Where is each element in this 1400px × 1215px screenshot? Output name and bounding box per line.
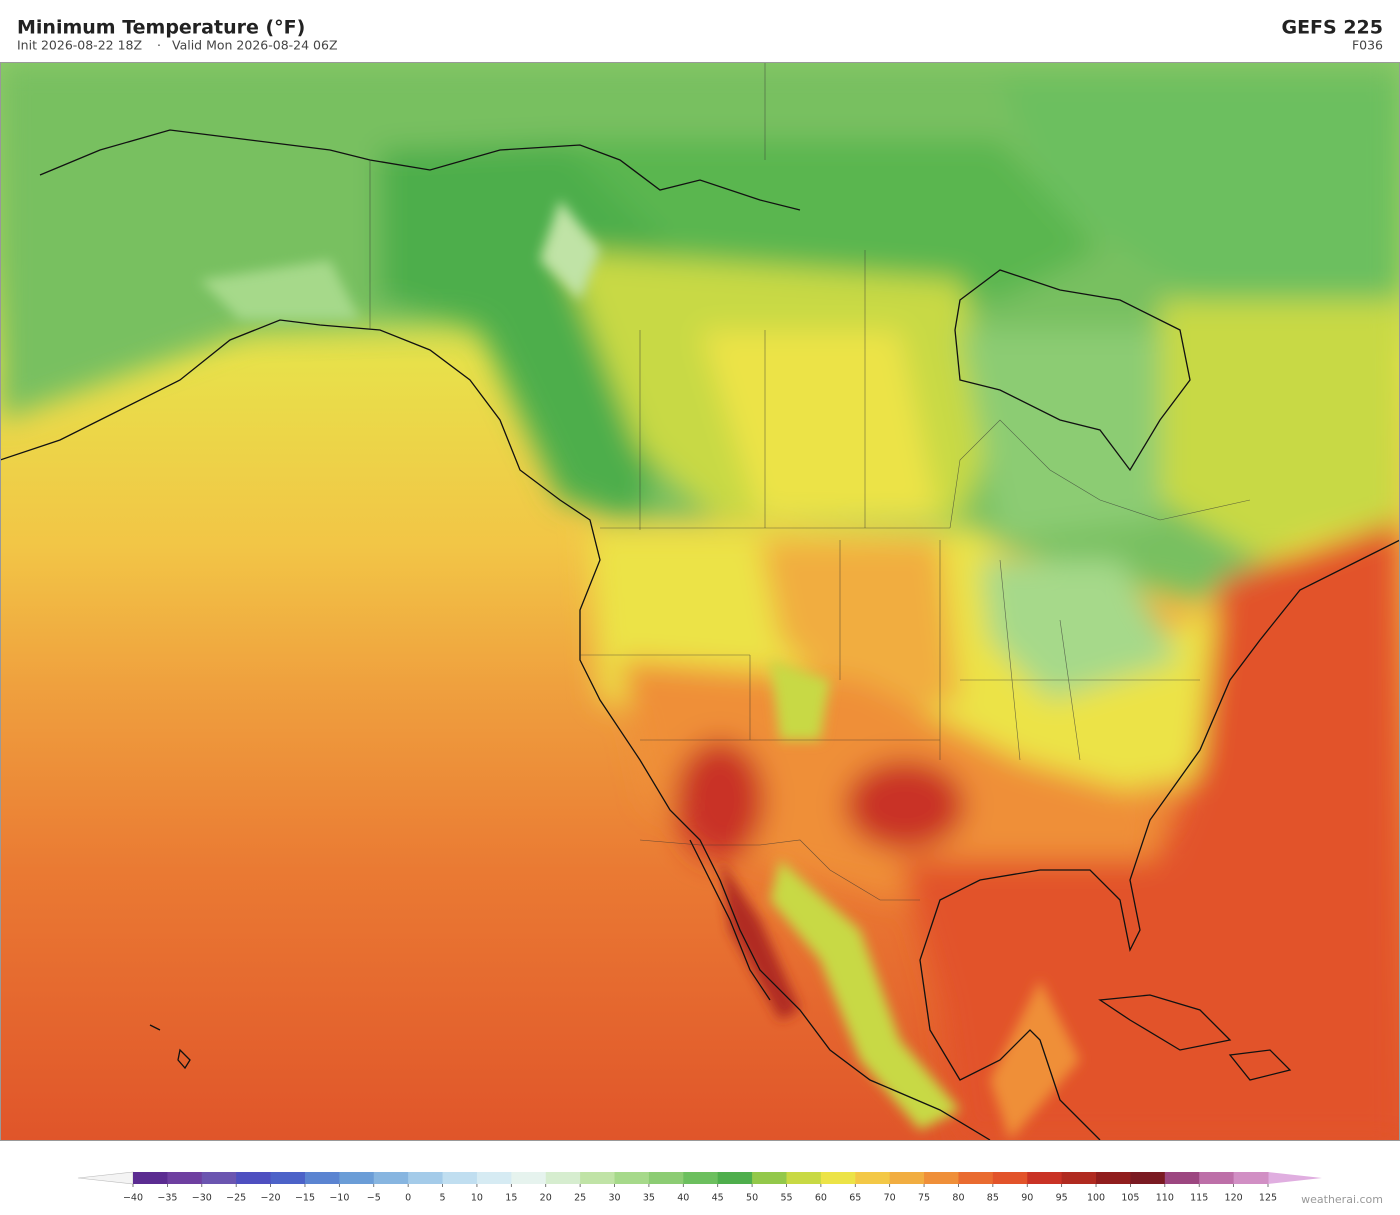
colorbar-tick-label: −25: [226, 1193, 246, 1204]
colorbar-tick-label: 75: [918, 1193, 930, 1204]
colorbar-tick-label: 120: [1225, 1193, 1243, 1204]
colorbar-tick-label: 45: [712, 1193, 724, 1204]
colorbar-segment: [442, 1172, 478, 1184]
colorbar-tick-label: 110: [1156, 1193, 1174, 1204]
colorbar-tick-label: 35: [643, 1193, 655, 1204]
colorbar-segment: [717, 1172, 753, 1184]
map-title: Minimum Temperature (°F): [17, 17, 305, 39]
colorbar-tick-label: 125: [1259, 1193, 1277, 1204]
colorbar-segment: [476, 1172, 512, 1184]
colorbar-tick-label: 85: [987, 1193, 999, 1204]
colorbar-segment: [133, 1172, 168, 1184]
colorbar-tick-label: −5: [367, 1193, 381, 1204]
colorbar-segment: [167, 1172, 203, 1184]
colorbar-under: [77, 1171, 134, 1185]
colorbar-segment: [1027, 1172, 1063, 1184]
separator: ·: [157, 38, 161, 53]
colorbar-over: [1268, 1172, 1322, 1184]
colorbar-segment: [580, 1172, 616, 1184]
colorbar-segment: [511, 1172, 547, 1184]
colorbar-tick-label: −40: [123, 1193, 143, 1204]
colorbar-segment: [201, 1172, 237, 1184]
init-time: Init 2026-08-22 18Z: [17, 38, 142, 53]
colorbar-segment: [1199, 1172, 1235, 1184]
colorbar-segment: [408, 1172, 444, 1184]
valid-time: Valid Mon 2026-08-24 06Z: [172, 38, 338, 53]
colorbar-tick-label: 0: [405, 1193, 411, 1204]
colorbar-segment: [992, 1172, 1028, 1184]
colorbar-tick-label: 100: [1087, 1193, 1105, 1204]
colorbar-tick-label: 25: [574, 1193, 586, 1204]
colorbar-tick-label: 5: [440, 1193, 446, 1204]
colorbar-tick-label: −30: [192, 1193, 212, 1204]
colorbar-tick-label: 115: [1190, 1193, 1208, 1204]
colorbar-tick-label: 40: [677, 1193, 689, 1204]
colorbar-tick-label: 80: [952, 1193, 964, 1204]
colorbar-tick-label: −35: [157, 1193, 177, 1204]
model-label: GEFS 225: [1281, 17, 1383, 39]
colorbar-tick-label: 30: [608, 1193, 620, 1204]
terrain-field: [200, 200, 1080, 1140]
forecast-hour: F036: [1352, 38, 1383, 53]
colorbar-segment: [648, 1172, 684, 1184]
colorbar: −40 −35 −30 −25 −20 −15 −10 −5 0 5 10 15 20 25 30 35 40 4…: [77, 1171, 1322, 1204]
colorbar-segment: [752, 1172, 787, 1184]
colorbar-segment: [958, 1172, 994, 1184]
colorbar-tick-label: 15: [505, 1193, 517, 1204]
colorbar-segment: [1130, 1172, 1166, 1184]
colorbar-tick-label: −10: [329, 1193, 349, 1204]
borders: [369, 62, 1251, 901]
colorbar-segment: [786, 1172, 822, 1184]
colorbar-segment: [339, 1172, 375, 1184]
colorbar-segment: [614, 1172, 650, 1184]
colorbar-segment: [1096, 1172, 1131, 1184]
colorbar-tick-label: −15: [295, 1193, 315, 1204]
colorbar-segment: [1164, 1172, 1200, 1184]
credit: weatherai.com: [1301, 1193, 1383, 1206]
colorbar-segment: [924, 1172, 959, 1184]
colorbar-tick-label: 60: [815, 1193, 827, 1204]
colorbar-tick-label: −20: [261, 1193, 281, 1204]
map: [0, 62, 1400, 1140]
colorbar-tick-label: 20: [540, 1193, 552, 1204]
colorbar-segment: [683, 1172, 719, 1184]
colorbar-tick-label: 105: [1121, 1193, 1139, 1204]
coastlines: [0, 129, 1400, 1140]
colorbar-segment: [855, 1172, 891, 1184]
colorbar-tick-label: 90: [1021, 1193, 1033, 1204]
colorbar-segment: [820, 1172, 856, 1184]
colorbar-segment: [1233, 1172, 1269, 1184]
colorbar-tick-label: 65: [849, 1193, 861, 1204]
temperature-field: [0, 62, 1400, 1140]
colorbar-segment: [304, 1172, 340, 1184]
colorbar-segment: [545, 1172, 581, 1184]
colorbar-segment: [236, 1172, 272, 1184]
colorbar-tick-label: 55: [780, 1193, 792, 1204]
colorbar-segment: [889, 1172, 925, 1184]
colorbar-tick-label: 70: [884, 1193, 896, 1204]
colorbar-segment: [373, 1172, 409, 1184]
colorbar-segment: [1061, 1172, 1097, 1184]
colorbar-tick-label: 10: [471, 1193, 483, 1204]
colorbar-segment: [270, 1172, 306, 1184]
colorbar-tick-label: 50: [746, 1193, 758, 1204]
colorbar-tick-label: 95: [1056, 1193, 1068, 1204]
